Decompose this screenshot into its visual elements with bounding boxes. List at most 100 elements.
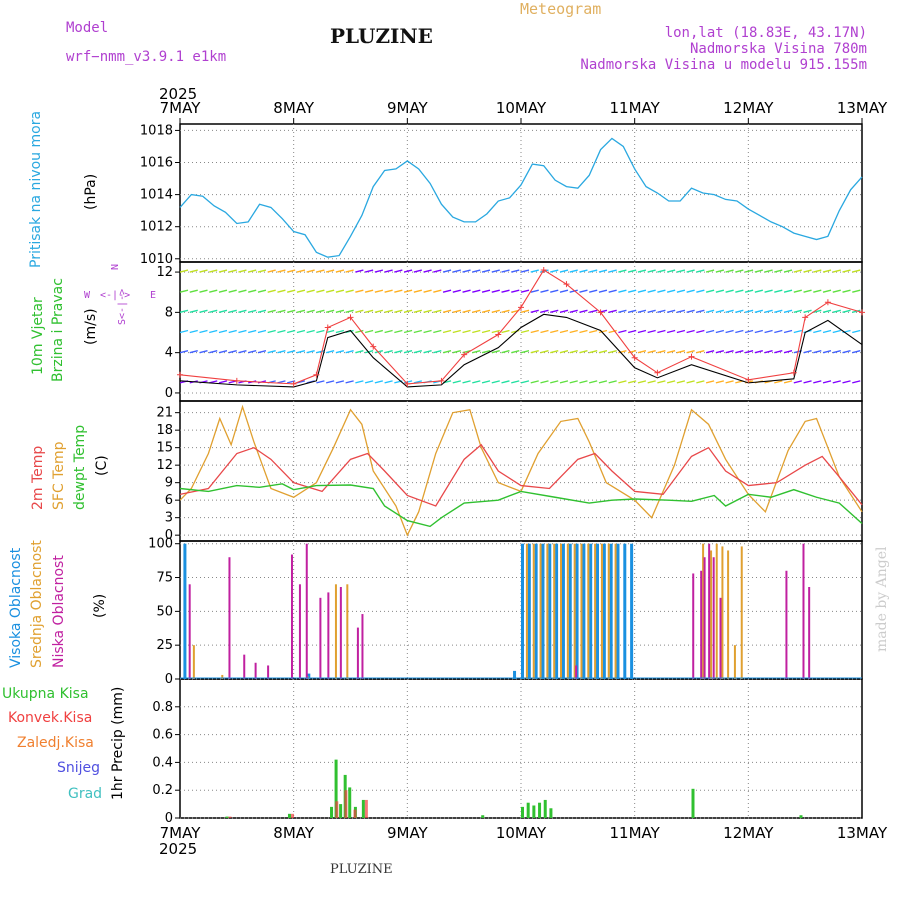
wind-arrow — [472, 269, 481, 273]
wind-arrow — [589, 289, 598, 293]
ytick-label: 8 — [165, 305, 173, 320]
wind-arrow — [433, 329, 442, 334]
wind-arrow — [511, 349, 520, 354]
wind-arrow — [384, 309, 393, 314]
cloud-bar — [708, 543, 711, 679]
cloud-bar — [600, 543, 603, 679]
wind-arrow — [598, 329, 608, 334]
cloud-bar — [548, 543, 552, 679]
wind-arrow — [793, 309, 802, 314]
wind-arrow — [550, 329, 559, 334]
wind-gust-marker — [654, 369, 661, 376]
pressure-line — [179, 137, 863, 258]
wind-arrow — [598, 380, 608, 384]
wind-arrow — [774, 329, 783, 334]
wind-arrow — [364, 289, 374, 293]
ytick-label: 50 — [156, 604, 173, 619]
wind-arrow — [325, 380, 335, 384]
ytick-label: 1018 — [140, 123, 173, 138]
wind-arrow — [647, 349, 656, 354]
cloud-bar — [719, 597, 722, 679]
wind-arrow — [822, 329, 832, 334]
cloud-bar — [589, 543, 593, 679]
ytick-label: 18 — [156, 423, 173, 438]
page-title: PLUZINE — [330, 24, 433, 48]
date-label-bottom: 11MAY — [610, 824, 661, 842]
wind-gust-marker — [563, 281, 570, 288]
wind-arrow — [637, 380, 647, 384]
legend-conv-rain: Konvek.Kisa — [8, 710, 93, 726]
wind-arrow — [452, 289, 461, 293]
wind-arrow — [705, 329, 715, 334]
wind-arrow — [442, 349, 452, 354]
wind-compass: N W <-|-> E S<-|-> — [84, 264, 156, 325]
wind-arrow — [238, 289, 247, 293]
precip-bar — [344, 790, 348, 818]
date-label-bottom: 8MAY — [273, 824, 315, 842]
cloud-bar — [568, 543, 572, 679]
cloud-bar — [334, 584, 337, 679]
wind-arrow — [364, 329, 374, 334]
precip-bar — [532, 805, 536, 818]
wind-arrow — [209, 309, 218, 314]
wind-arrow — [735, 269, 744, 273]
wind-arrow — [413, 289, 422, 293]
cloud-bar — [727, 550, 730, 679]
wind-arrow — [481, 289, 491, 293]
wind-arrow — [822, 269, 832, 273]
wind-arrow — [725, 349, 734, 354]
wind-arrow — [520, 269, 530, 273]
wind-arrow — [852, 349, 861, 354]
wind-arrow — [774, 289, 783, 293]
wind-arrow — [403, 289, 413, 293]
wind-arrow — [540, 309, 549, 314]
wind-arrow — [520, 349, 530, 354]
wind-gust-marker — [233, 377, 240, 384]
ytick-label: 3 — [165, 511, 173, 526]
precip-bar — [364, 799, 368, 818]
wind-arrow — [413, 269, 422, 273]
wind-arrow — [199, 309, 208, 314]
wind-arrow — [696, 269, 705, 273]
ytick-label: 12 — [156, 265, 173, 280]
wind-gust-marker — [540, 267, 547, 274]
wind-arrow — [608, 289, 617, 293]
ytick-label: 1016 — [140, 156, 173, 171]
wind-arrow — [686, 289, 695, 293]
wind-speed-line — [179, 313, 863, 388]
precip-bar — [335, 801, 339, 818]
wind-arrow — [774, 349, 783, 354]
wind-arrow — [462, 380, 471, 384]
cloud-bar — [319, 597, 322, 679]
wind-arrow — [754, 289, 763, 293]
wind-arrow — [316, 269, 325, 273]
precip-bar — [526, 802, 530, 818]
wind-arrow — [676, 309, 686, 314]
wind-arrow — [296, 349, 306, 354]
ytick-label: 0 — [165, 528, 173, 543]
wind-arrow — [355, 380, 364, 384]
wind-arrow — [267, 289, 276, 293]
wind-gust-marker — [790, 369, 797, 376]
wind-arrow — [423, 289, 432, 293]
wind-gust-marker — [404, 380, 411, 387]
wind-arrow — [764, 309, 773, 314]
wind-arrow — [228, 309, 237, 314]
wind-arrow — [452, 380, 461, 384]
wind-arrow — [608, 380, 617, 384]
wind-arrow — [355, 329, 364, 334]
wind-arrow — [179, 329, 189, 334]
date-label-bottom: 9MAY — [387, 824, 429, 842]
cloud-bar — [630, 543, 634, 679]
wind-arrow — [579, 349, 588, 354]
wind-arrow — [316, 380, 325, 384]
wind-gust-marker — [290, 380, 297, 387]
wind-arrow — [559, 269, 569, 273]
wind-arrow — [287, 329, 296, 334]
wind-arrow — [628, 269, 637, 273]
cloud-bar — [582, 543, 586, 679]
wind-arrow — [433, 289, 442, 293]
date-label-bottom: 12MAY — [723, 824, 774, 842]
wind-arrow — [433, 309, 442, 314]
cloud-bar — [715, 543, 718, 679]
